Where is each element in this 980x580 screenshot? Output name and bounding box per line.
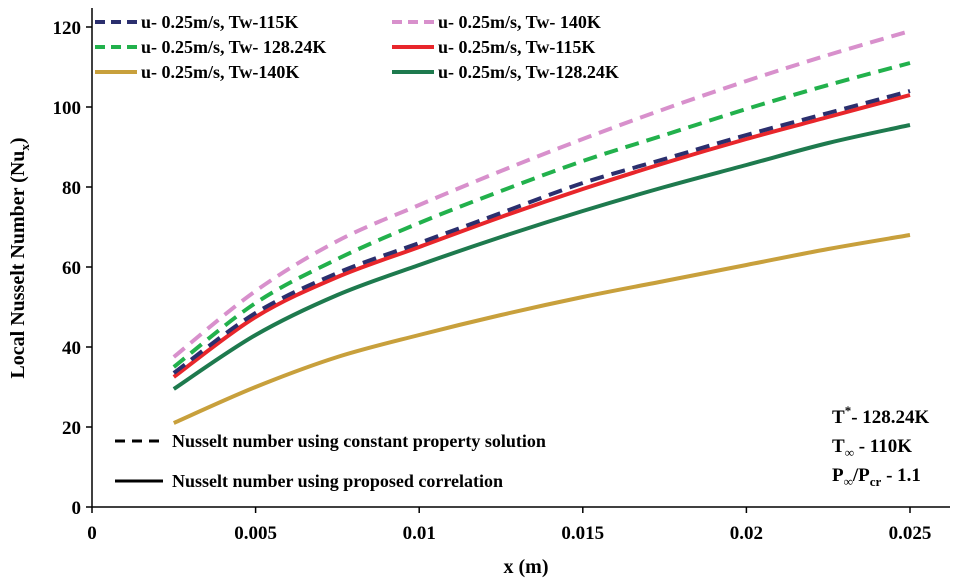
legend-label: u- 0.25m/s, Tw-115K bbox=[141, 12, 298, 32]
x-tick-label: 0.01 bbox=[403, 523, 436, 544]
y-axis-title: Local Nusselt Number (Nux) bbox=[7, 137, 32, 378]
x-tick-label: 0.02 bbox=[730, 523, 763, 544]
y-tick-label: 100 bbox=[53, 98, 82, 119]
x-tick-label: 0 bbox=[87, 523, 97, 544]
series-line-dashed-2 bbox=[172, 61, 911, 369]
annotation-t-star: T*- 128.24K bbox=[832, 403, 930, 428]
series-line-solid-4 bbox=[172, 233, 911, 425]
x-tick-label: 0.005 bbox=[234, 523, 277, 544]
y-tick-label: 120 bbox=[53, 18, 82, 39]
annotation-p-ratio: P∞/Pcr - 1.1 bbox=[832, 465, 921, 489]
style-legend-solid-label: Nusselt number using proposed correlatio… bbox=[172, 471, 503, 491]
x-axis-title: x (m) bbox=[504, 556, 549, 578]
y-ticks: 0 20 40 60 80 100 120 bbox=[53, 18, 92, 519]
legend-label: u- 0.25m/s, Tw-140K bbox=[141, 62, 299, 82]
legend-label: u- 0.25m/s, Tw- 140K bbox=[438, 12, 601, 32]
series-line-solid-3 bbox=[172, 93, 911, 379]
legend: u- 0.25m/s, Tw-115K u- 0.25m/s, Tw- 140K u… bbox=[95, 12, 619, 82]
style-legend-dashed-label: Nusselt number using constant property s… bbox=[172, 431, 546, 451]
y-tick-label: 60 bbox=[62, 258, 81, 279]
x-tick-label: 0.025 bbox=[889, 523, 932, 544]
annotation-t-inf: T∞ - 110K bbox=[832, 436, 912, 460]
y-tick-label: 80 bbox=[62, 178, 81, 199]
style-legend: Nusselt number using constant property s… bbox=[115, 431, 546, 491]
series-line-dashed-0 bbox=[172, 89, 911, 375]
series-line-dashed-1 bbox=[172, 29, 911, 359]
legend-label: u- 0.25m/s, Tw- 128.24K bbox=[141, 37, 326, 57]
series-line-solid-5 bbox=[172, 123, 911, 391]
series-layer bbox=[172, 29, 911, 425]
legend-label: u- 0.25m/s, Tw-115K bbox=[438, 37, 595, 57]
y-tick-label: 0 bbox=[72, 498, 82, 519]
x-tick-label: 0.015 bbox=[561, 523, 604, 544]
legend-label: u- 0.25m/s, Tw-128.24K bbox=[438, 62, 619, 82]
conditions-annotation: T*- 128.24K T∞ - 110K P∞/Pcr - 1.1 bbox=[832, 403, 930, 489]
y-tick-label: 20 bbox=[62, 418, 81, 439]
x-ticks: 0 0.005 0.01 0.015 0.02 0.025 bbox=[87, 507, 931, 544]
y-tick-label: 40 bbox=[62, 338, 81, 359]
